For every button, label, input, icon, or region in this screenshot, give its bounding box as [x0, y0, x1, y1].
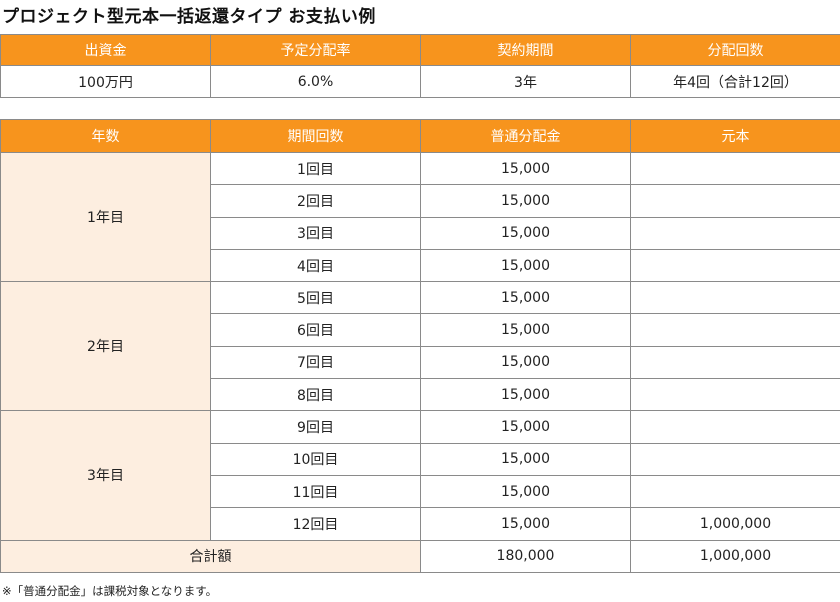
- principal-cell: [630, 442, 840, 476]
- total-principal: 1,000,000: [630, 539, 840, 573]
- principal-cell: [630, 345, 840, 380]
- period-cell: 6回目: [210, 313, 421, 347]
- table-row: 1年目 1回目 15,000: [0, 151, 840, 283]
- period-cell: 1回目: [210, 151, 421, 186]
- principal-cell: [630, 151, 840, 186]
- summary-header-term: 契約期間: [420, 34, 631, 66]
- table-row: 2年目 5回目 15,000: [0, 281, 840, 412]
- year-label: 2年目: [0, 281, 211, 412]
- dividend-cell: 15,000: [420, 184, 631, 218]
- total-label: 合計額: [0, 539, 421, 573]
- dividend-cell: 15,000: [420, 151, 631, 186]
- table-row: 3年目 9回目 15,000: [0, 410, 840, 541]
- summary-table: 出資金 予定分配率 契約期間 分配回数 100万円 6.0% 3年 年4回（合計…: [0, 34, 840, 98]
- summary-header-rate: 予定分配率: [210, 34, 421, 66]
- year-label: 3年目: [0, 410, 211, 541]
- period-cell: 2回目: [210, 184, 421, 218]
- period-cell: 9回目: [210, 410, 421, 444]
- dividend-cell: 15,000: [420, 345, 631, 380]
- summary-header-count: 分配回数: [630, 34, 840, 66]
- table-row: 8回目 15,000: [1, 378, 840, 412]
- schedule-header-dividend: 普通分配金: [420, 119, 631, 153]
- table-row: 10回目 15,000: [1, 442, 840, 476]
- total-row: 合計額 180,000 1,000,000: [0, 539, 840, 573]
- principal-cell: [630, 216, 840, 250]
- summary-header-row: 出資金 予定分配率 契約期間 分配回数: [0, 34, 840, 66]
- schedule-header-row: 年数 期間回数 普通分配金 元本: [0, 119, 840, 153]
- principal-cell: [630, 248, 840, 283]
- principal-cell: [630, 281, 840, 315]
- summary-value-rate: 6.0%: [210, 65, 421, 98]
- principal-cell: [630, 410, 840, 444]
- table-row: 6回目 15,000: [1, 313, 840, 347]
- page-title: プロジェクト型元本一括返還タイプ お支払い例: [2, 7, 376, 27]
- summary-header-investment: 出資金: [0, 34, 211, 66]
- period-cell: 12回目: [210, 507, 421, 541]
- dividend-cell: 15,000: [420, 281, 631, 315]
- principal-cell: 1,000,000: [630, 507, 840, 541]
- period-cell: 11回目: [210, 474, 421, 509]
- payment-schedule-table: 年数 期間回数 普通分配金 元本 1年目 1回目 15,000 2回目 15,0…: [0, 119, 840, 573]
- year-label: 1年目: [0, 151, 211, 283]
- dividend-cell: 15,000: [420, 378, 631, 412]
- principal-cell: [630, 313, 840, 347]
- dividend-cell: 15,000: [420, 474, 631, 509]
- schedule-header-year: 年数: [0, 119, 211, 153]
- principal-cell: [630, 184, 840, 218]
- dividend-cell: 15,000: [420, 507, 631, 541]
- summary-value-investment: 100万円: [0, 65, 211, 98]
- summary-value-row: 100万円 6.0% 3年 年4回（合計12回）: [0, 65, 840, 98]
- schedule-header-principal: 元本: [630, 119, 840, 153]
- dividend-cell: 15,000: [420, 313, 631, 347]
- table-row: 7回目 15,000: [1, 345, 840, 380]
- period-cell: 3回目: [210, 216, 421, 250]
- dividend-cell: 15,000: [420, 442, 631, 476]
- schedule-header-period: 期間回数: [210, 119, 421, 153]
- table-row: 11回目 15,000: [1, 474, 840, 509]
- summary-value-count: 年4回（合計12回）: [630, 65, 840, 98]
- period-cell: 5回目: [210, 281, 421, 315]
- summary-value-term: 3年: [420, 65, 631, 98]
- period-cell: 10回目: [210, 442, 421, 476]
- dividend-cell: 15,000: [420, 216, 631, 250]
- table-row: 4回目 15,000: [1, 248, 840, 283]
- table-row: 3回目 15,000: [1, 216, 840, 250]
- principal-cell: [630, 474, 840, 509]
- period-cell: 7回目: [210, 345, 421, 380]
- principal-cell: [630, 378, 840, 412]
- footnote: ※「普通分配金」は課税対象となります。: [2, 584, 218, 598]
- dividend-cell: 15,000: [420, 248, 631, 283]
- period-cell: 4回目: [210, 248, 421, 283]
- total-dividend: 180,000: [420, 539, 631, 573]
- dividend-cell: 15,000: [420, 410, 631, 444]
- period-cell: 8回目: [210, 378, 421, 412]
